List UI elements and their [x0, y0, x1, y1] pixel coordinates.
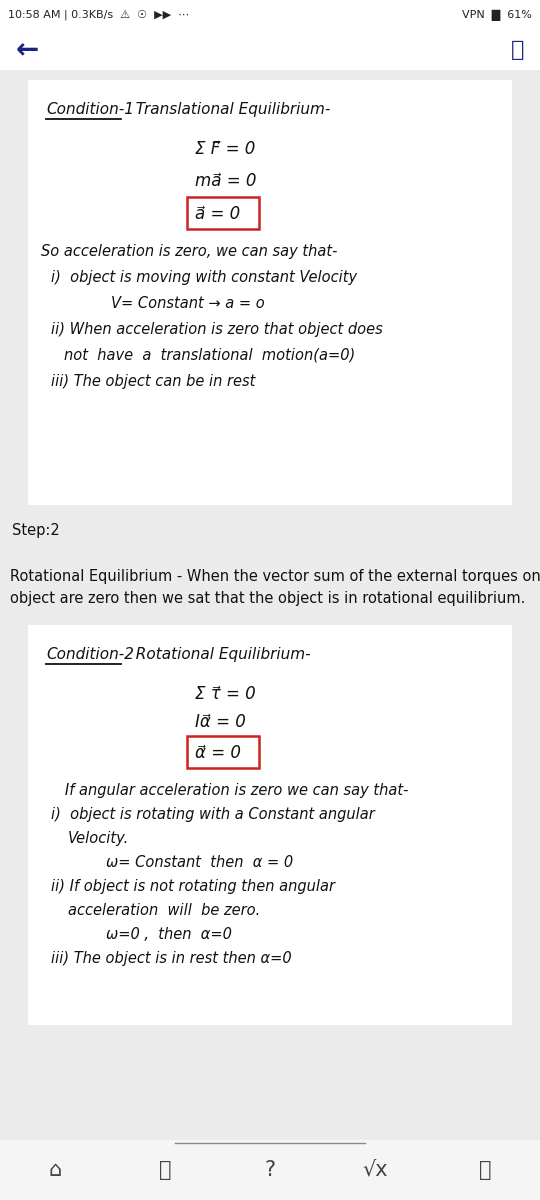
Text: ma⃗ = 0: ma⃗ = 0	[195, 172, 256, 190]
Text: ⌂: ⌂	[49, 1160, 62, 1180]
Text: a⃗ = 0: a⃗ = 0	[195, 205, 240, 223]
Text: √x: √x	[362, 1160, 388, 1180]
Text: VPN  █  61%: VPN █ 61%	[462, 10, 532, 20]
Text: Σ F⃗ = 0: Σ F⃗ = 0	[195, 140, 255, 158]
Text: ?: ?	[265, 1160, 275, 1180]
Text: ⧅: ⧅	[511, 40, 524, 60]
Text: i)  object is moving with constant Velocity: i) object is moving with constant Veloci…	[51, 270, 357, 284]
Text: Σ τ⃗ = 0: Σ τ⃗ = 0	[195, 685, 256, 703]
Text: Step:2: Step:2	[12, 523, 60, 538]
Text: Rotational Equilibrium-: Rotational Equilibrium-	[126, 647, 310, 662]
Text: 🔍: 🔍	[159, 1160, 171, 1180]
Text: acceleration  will  be zero.: acceleration will be zero.	[68, 902, 260, 918]
Bar	[187, 197, 259, 229]
Text: Translational Equilibrium-: Translational Equilibrium-	[126, 102, 330, 116]
Text: ii) When acceleration is zero that object does: ii) When acceleration is zero that objec…	[51, 322, 383, 337]
Bar	[0, 0, 540, 30]
Text: Condition-1: Condition-1	[46, 102, 134, 116]
Bar	[28, 625, 512, 1025]
Bar	[187, 736, 259, 768]
Text: ←: ←	[16, 36, 39, 64]
Text: If angular acceleration is zero we can say that-: If angular acceleration is zero we can s…	[51, 782, 408, 798]
Bar	[28, 80, 512, 505]
Text: V= Constant → a = o: V= Constant → a = o	[111, 296, 265, 311]
Text: Rotational Equilibrium - When the vector sum of the external torques on the: Rotational Equilibrium - When the vector…	[10, 569, 540, 584]
Text: iii) The object can be in rest: iii) The object can be in rest	[51, 374, 255, 389]
Text: 👤: 👤	[479, 1160, 491, 1180]
Text: object are zero then we sat that the object is in rotational equilibrium.: object are zero then we sat that the obj…	[10, 590, 525, 606]
Text: Iα⃗ = 0: Iα⃗ = 0	[195, 713, 246, 731]
Text: Velocity.: Velocity.	[68, 830, 129, 846]
Text: α⃗ = 0: α⃗ = 0	[195, 744, 241, 762]
Text: ω= Constant  then  α = 0: ω= Constant then α = 0	[106, 854, 293, 870]
Text: not  have  a  translational  motion(a=0): not have a translational motion(a=0)	[64, 348, 355, 362]
Text: ω=0 ,  then  α=0: ω=0 , then α=0	[106, 926, 232, 942]
Text: ii) If object is not rotating then angular: ii) If object is not rotating then angul…	[51, 878, 335, 894]
Text: i)  object is rotating with a Constant angular: i) object is rotating with a Constant an…	[51, 806, 375, 822]
Bar	[0, 1140, 540, 1200]
Text: iii) The object is in rest then α=0: iii) The object is in rest then α=0	[51, 950, 292, 966]
Text: So acceleration is zero, we can say that-: So acceleration is zero, we can say that…	[41, 244, 338, 259]
Text: 10:58 AM | 0.3KB/s  ⚠  ☉  ▶▶  ⋯: 10:58 AM | 0.3KB/s ⚠ ☉ ▶▶ ⋯	[8, 10, 189, 20]
Text: Condition-2: Condition-2	[46, 647, 134, 662]
Bar	[0, 30, 540, 70]
